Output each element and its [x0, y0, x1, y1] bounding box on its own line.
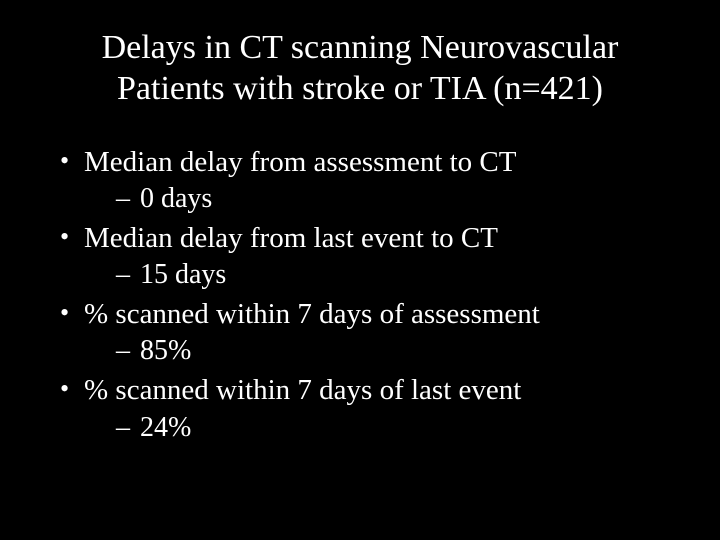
slide-title: Delays in CT scanning Neurovascular Pati…: [50, 28, 670, 110]
sub-list: 24%: [84, 410, 672, 446]
sub-item: 24%: [116, 410, 672, 446]
bullet-list: Median delay from assessment to CT 0 day…: [56, 144, 672, 446]
bullet-item: % scanned within 7 days of assessment 85…: [56, 296, 672, 370]
sub-item: 15 days: [116, 257, 672, 293]
bullet-item: Median delay from assessment to CT 0 day…: [56, 144, 672, 218]
sub-list: 0 days: [84, 181, 672, 217]
bullet-label: % scanned within 7 days of assessment: [84, 298, 540, 330]
bullet-item: Median delay from last event to CT 15 da…: [56, 220, 672, 294]
sub-item: 0 days: [116, 181, 672, 217]
bullet-label: Median delay from assessment to CT: [84, 146, 517, 178]
sub-list: 85%: [84, 333, 672, 369]
bullet-label: % scanned within 7 days of last event: [84, 374, 521, 406]
sub-item: 85%: [116, 333, 672, 369]
bullet-label: Median delay from last event to CT: [84, 222, 498, 254]
sub-list: 15 days: [84, 257, 672, 293]
slide: Delays in CT scanning Neurovascular Pati…: [0, 0, 720, 540]
bullet-item: % scanned within 7 days of last event 24…: [56, 372, 672, 446]
slide-content: Median delay from assessment to CT 0 day…: [48, 144, 672, 446]
